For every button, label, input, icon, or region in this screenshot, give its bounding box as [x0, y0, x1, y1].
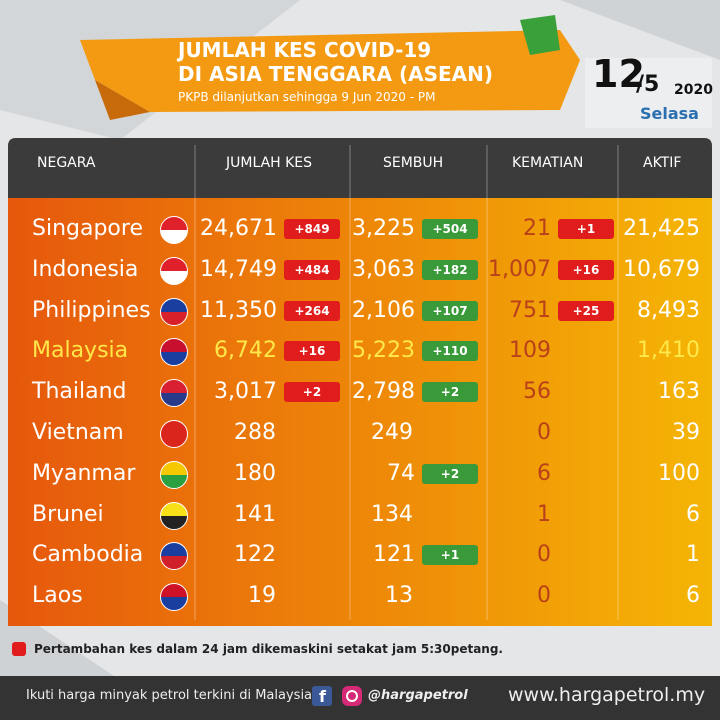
cases: 11,350: [200, 297, 277, 323]
flag: [160, 216, 188, 244]
active: 8,493: [637, 297, 700, 323]
recovered: 13: [385, 583, 413, 609]
svg-text:f: f: [319, 687, 327, 706]
delta-badge: +182: [422, 259, 478, 280]
cases: 180: [234, 460, 276, 486]
column-header: NEGARA: [37, 155, 96, 171]
deaths: 109: [509, 338, 551, 364]
delta-badge: +2: [422, 382, 478, 403]
country-name: Indonesia: [32, 256, 139, 282]
deaths: 21: [523, 216, 551, 241]
active: 10,679: [623, 256, 700, 282]
column-header: KEMATIAN: [512, 155, 584, 171]
delta-badge: +1: [422, 545, 478, 566]
cases: 24,671: [200, 216, 277, 241]
delta-badge: +849: [284, 219, 340, 239]
footer-website: www.hargapetrol.my: [508, 684, 706, 706]
deaths: 0: [537, 420, 551, 445]
deaths: 6: [537, 460, 551, 486]
title-line: JUMLAH KES COVID-19: [178, 38, 432, 62]
recovered: 3,225: [352, 216, 415, 241]
recovered: 2,798: [352, 379, 415, 405]
cases: 122: [234, 542, 276, 568]
recovered: 134: [371, 501, 413, 527]
footnote: Pertambahan kes dalam 24 jam dikemaskini…: [34, 642, 503, 656]
country-name: Cambodia: [32, 542, 144, 568]
flag: [160, 256, 188, 285]
flag: [160, 501, 188, 530]
active: 39: [672, 420, 700, 445]
delta-badge: +16: [558, 259, 614, 280]
flag: [160, 583, 188, 612]
country-name: Singapore: [32, 216, 143, 241]
cases: 3,017: [214, 379, 277, 405]
cases: 19: [248, 583, 276, 609]
active: 100: [658, 460, 700, 486]
title: JUMLAH KES COVID-19 DI ASIA TENGGARA (AS…: [178, 38, 493, 86]
delta-badge: +2: [284, 382, 340, 403]
active: 1,410: [637, 338, 700, 364]
deaths: 56: [523, 379, 551, 405]
flag: [160, 460, 188, 489]
recovered: 3,063: [352, 256, 415, 282]
date-month: /5: [636, 72, 660, 97]
cases: 6,742: [214, 338, 277, 364]
delta-badge: +2: [422, 463, 478, 484]
delta-badge: +16: [284, 341, 340, 362]
recovered: 74: [387, 460, 415, 486]
recovered: 121: [373, 542, 415, 568]
column-header: AKTIF: [643, 155, 682, 171]
country-name: Malaysia: [32, 338, 129, 364]
country-name: Myanmar: [32, 460, 136, 486]
active: 6: [686, 501, 700, 527]
deaths: 1,007: [488, 256, 551, 282]
delta-badge: +110: [422, 341, 478, 362]
delta-badge: +264: [284, 300, 340, 321]
delta-badge: +107: [422, 300, 478, 321]
active: 163: [658, 379, 700, 405]
deaths: 0: [537, 542, 551, 568]
delta-badge: +484: [284, 259, 340, 280]
flag: [160, 297, 188, 326]
cases: 14,749: [200, 256, 277, 282]
delta-badge: +1: [558, 219, 614, 239]
recovered: 5,223: [352, 338, 415, 364]
country-name: Thailand: [32, 379, 127, 405]
delta-badge: +504: [422, 219, 478, 239]
column-header: SEMBUH: [383, 155, 444, 171]
recovered: 2,106: [352, 297, 415, 323]
date-day: 12: [592, 52, 645, 96]
deaths: 0: [537, 583, 551, 609]
title-line: DI ASIA TENGGARA (ASEAN): [178, 62, 494, 86]
column-header: JUMLAH KES: [226, 155, 313, 171]
flag: [160, 420, 188, 448]
date-year: 2020: [674, 82, 713, 98]
date-weekday: Selasa: [640, 104, 699, 123]
country-name: Philippines: [32, 297, 151, 323]
active: 21,425: [623, 216, 700, 241]
cases: 141: [234, 501, 276, 527]
recovered: 249: [371, 420, 413, 445]
cases: 288: [234, 420, 276, 445]
subtitle: PKPB dilanjutkan sehingga 9 Jun 2020 - P…: [178, 90, 436, 104]
flag: [160, 338, 188, 367]
deaths: 751: [509, 297, 551, 323]
active: 6: [686, 583, 700, 609]
country-name: Vietnam: [32, 420, 124, 445]
delta-badge: +25: [558, 300, 614, 321]
active: 1: [686, 542, 700, 568]
footer-handle: @hargapetrol: [368, 688, 468, 703]
deaths: 1: [537, 501, 551, 527]
footer-tagline: Ikuti harga minyak petrol terkini di Mal…: [26, 688, 313, 703]
country-name: Laos: [32, 583, 83, 609]
flag: [160, 542, 188, 571]
flag: [160, 379, 188, 408]
country-name: Brunei: [32, 501, 104, 527]
